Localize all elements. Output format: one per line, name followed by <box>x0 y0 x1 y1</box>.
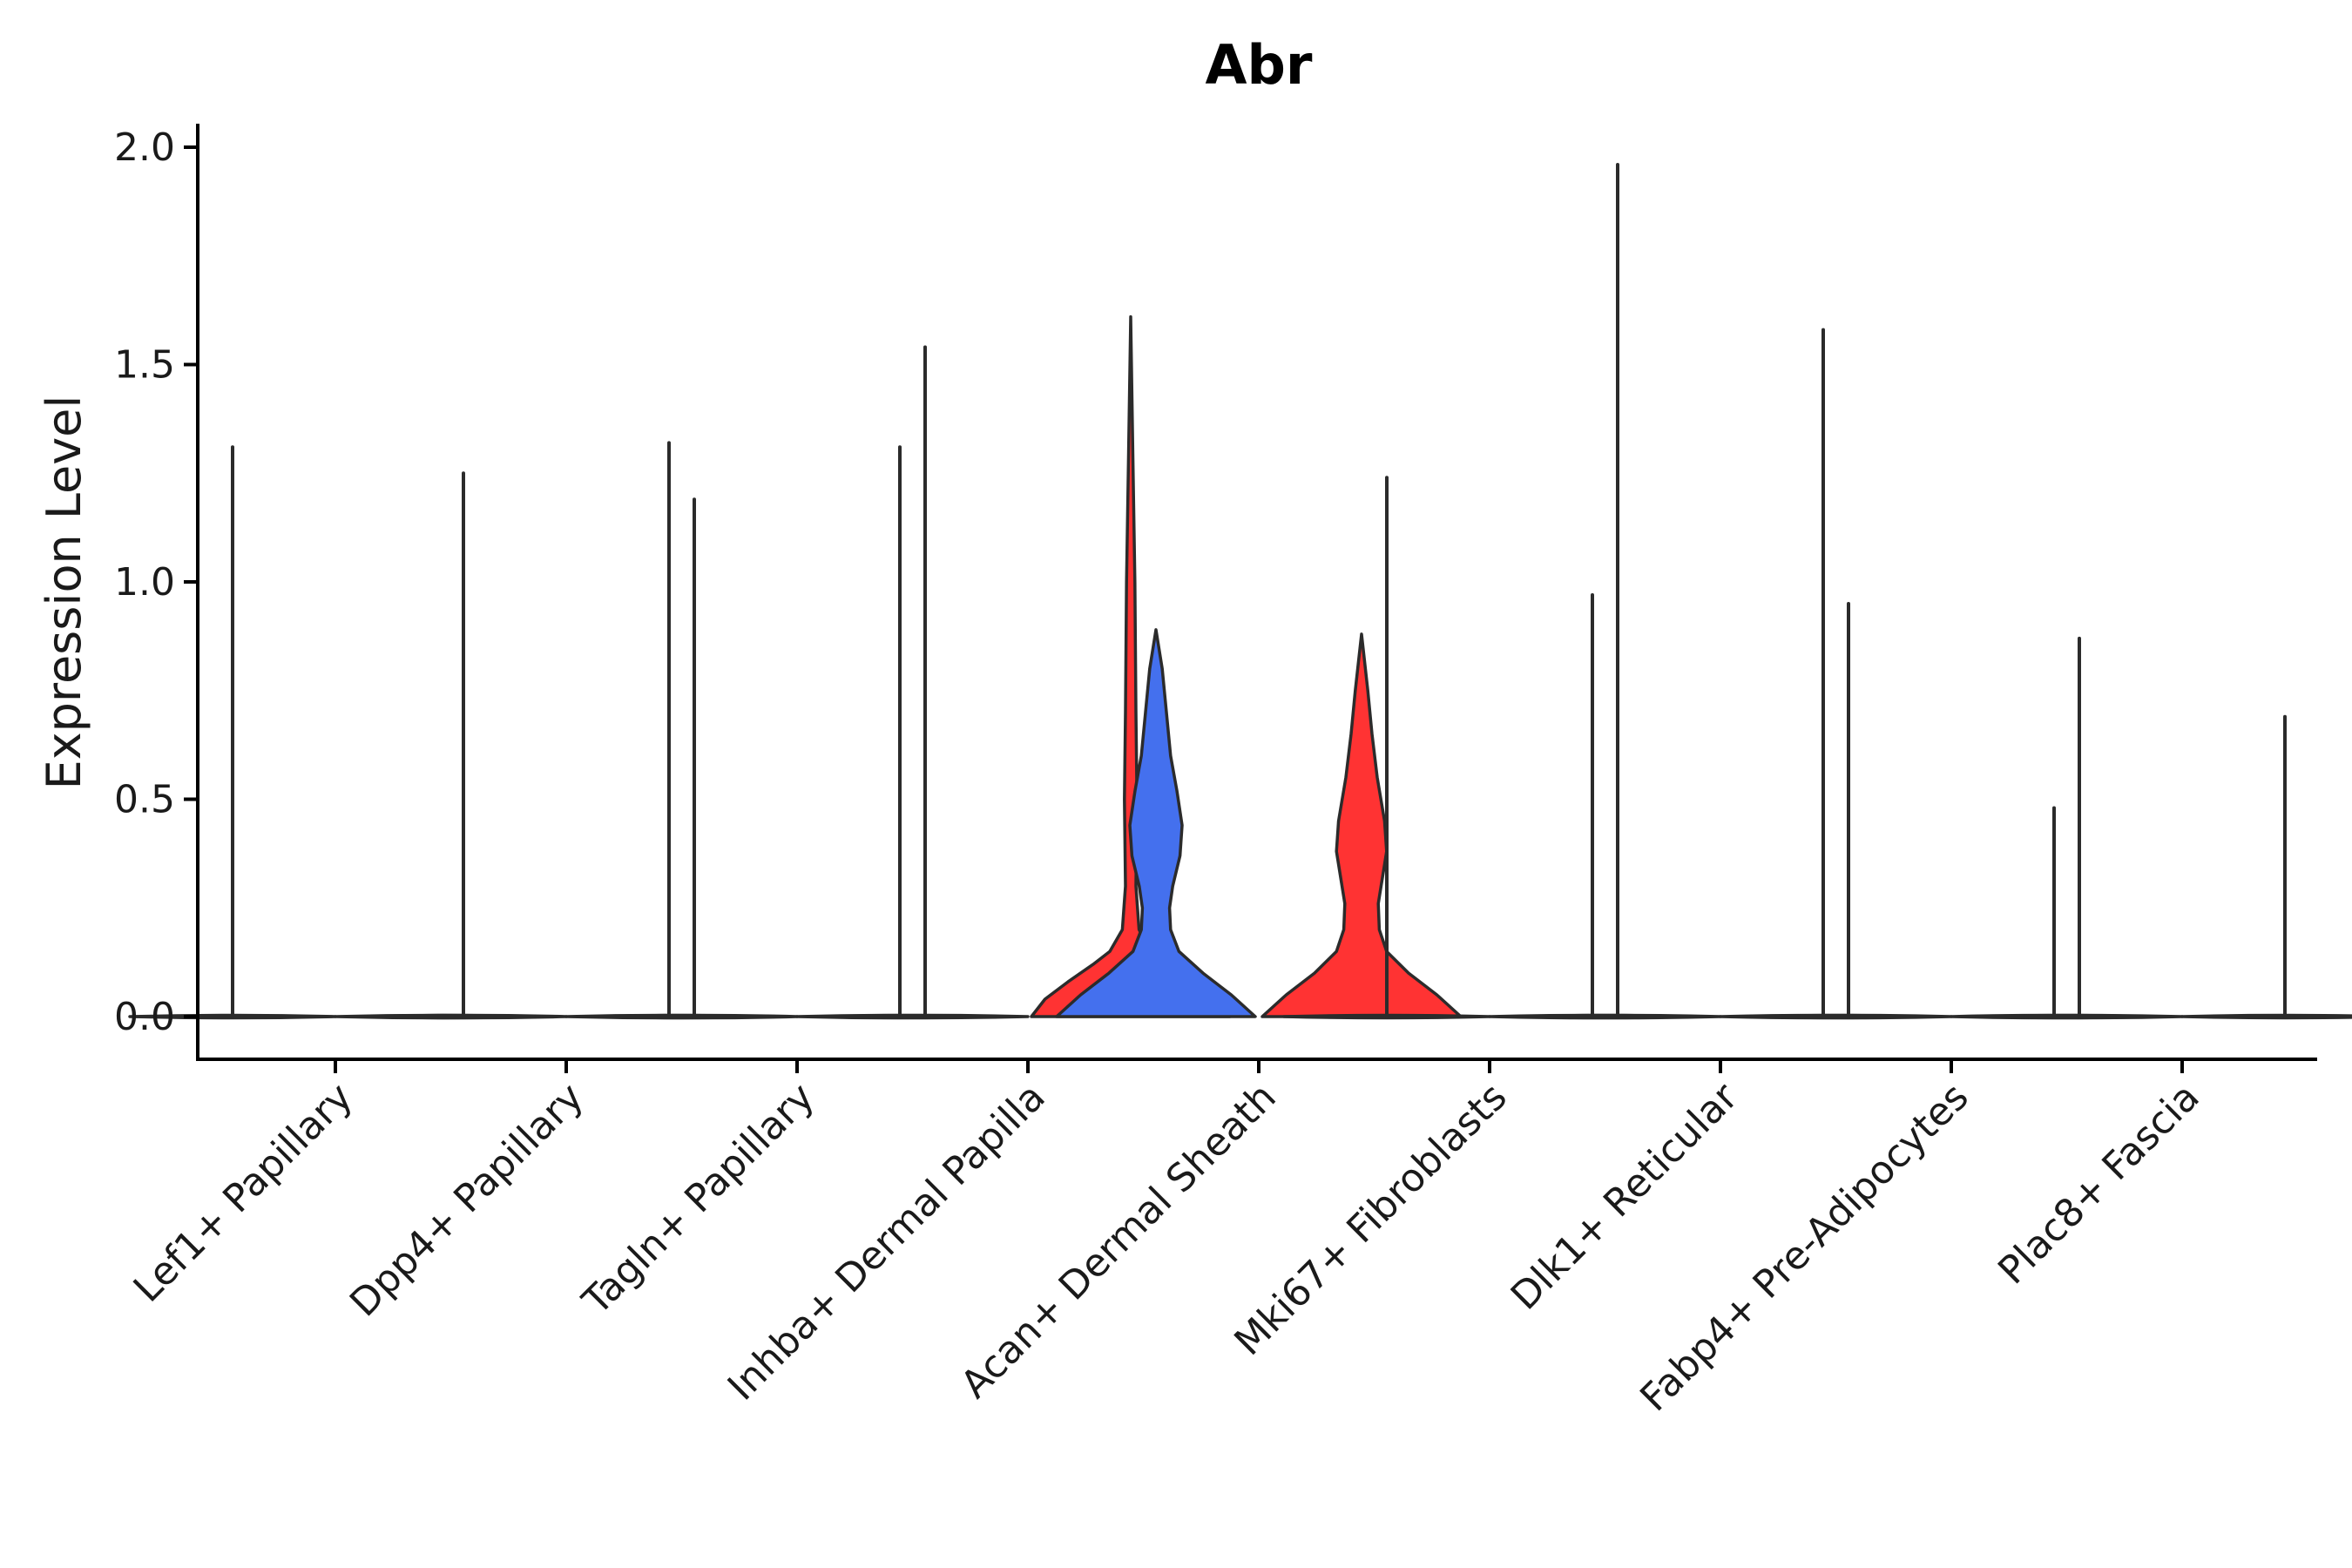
y-axis-label: Expression Level <box>37 395 91 790</box>
x-tick-label: Dpp4+ Papillary <box>341 1075 592 1326</box>
violin-16 <box>1950 806 2159 1020</box>
violin-13 <box>1513 162 1722 1020</box>
violin-body <box>1055 628 1257 1018</box>
x-tick-label: Lef1+ Papillary <box>125 1075 362 1311</box>
axes-layer <box>196 124 2317 1061</box>
violin-18 <box>2180 714 2352 1020</box>
violin-5 <box>590 497 799 1020</box>
violin-3 <box>359 471 568 1020</box>
chart-title: Abr <box>1206 33 1313 97</box>
x-tick-label: Plac8+ Fascia <box>1990 1075 2208 1294</box>
violin-12 <box>1488 592 1697 1020</box>
x-tick-label: Dlk1+ Reticular <box>1503 1074 1747 1319</box>
y-ticks-layer: 0.0 0.5 1.0 1.5 2.0 <box>114 125 198 1039</box>
violin-14 <box>1719 328 1928 1020</box>
y-tick-label: 0.5 <box>114 778 175 822</box>
violin-body <box>1030 314 1232 1018</box>
y-tick-label: 1.5 <box>114 343 175 388</box>
violin-15 <box>1744 601 1953 1020</box>
violins-layer <box>128 162 2352 1020</box>
violin-8 <box>1030 314 1232 1018</box>
y-tick-label: 1.0 <box>114 560 175 605</box>
x-tick-label: Tagln+ Papillary <box>574 1075 823 1324</box>
violin-11 <box>1282 476 1491 1020</box>
violin-body <box>1260 632 1463 1018</box>
violin-9 <box>1055 628 1257 1018</box>
y-tick-label: 2.0 <box>114 125 175 170</box>
violin-6 <box>795 445 1004 1020</box>
violin-10 <box>1260 632 1463 1018</box>
violin-4 <box>564 441 774 1020</box>
violin-7 <box>821 345 1030 1020</box>
violin-base <box>2180 1013 2352 1020</box>
violin-1 <box>128 445 337 1020</box>
y-tick-label: 0.0 <box>114 995 175 1039</box>
violin-17 <box>1975 636 2184 1020</box>
